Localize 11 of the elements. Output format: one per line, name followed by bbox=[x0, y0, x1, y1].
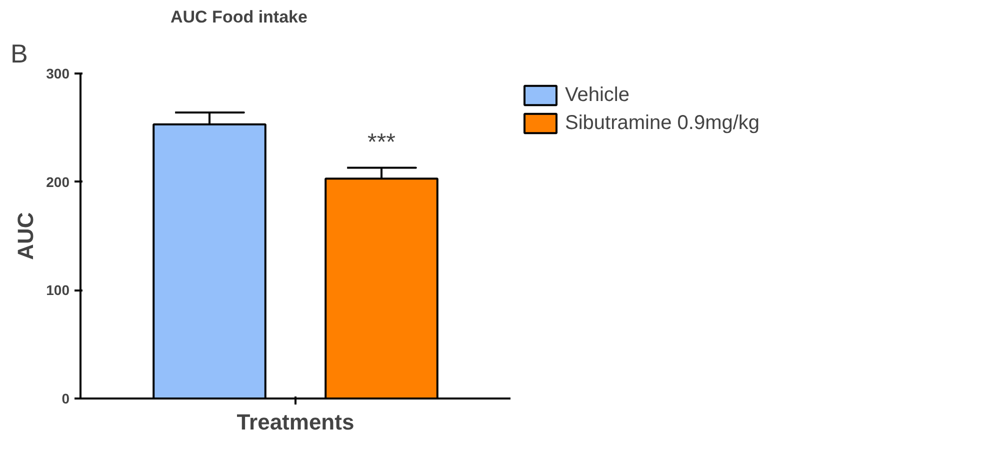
y-tick-label: 0 bbox=[62, 390, 70, 406]
y-tick-label: 100 bbox=[46, 282, 70, 298]
chart-title: AUC Food intake bbox=[170, 8, 308, 26]
y-tick-label: 200 bbox=[46, 174, 70, 190]
y-tick-label: 300 bbox=[46, 66, 70, 82]
legend-label: Sibutramine 0.9mg/kg bbox=[565, 112, 760, 134]
legend-label: Vehicle bbox=[565, 84, 630, 106]
text: B bbox=[10, 38, 28, 68]
data-label: *** bbox=[367, 128, 396, 156]
y-axis-title: AUC bbox=[13, 212, 38, 260]
x-axis-title: Treatments bbox=[236, 410, 354, 434]
